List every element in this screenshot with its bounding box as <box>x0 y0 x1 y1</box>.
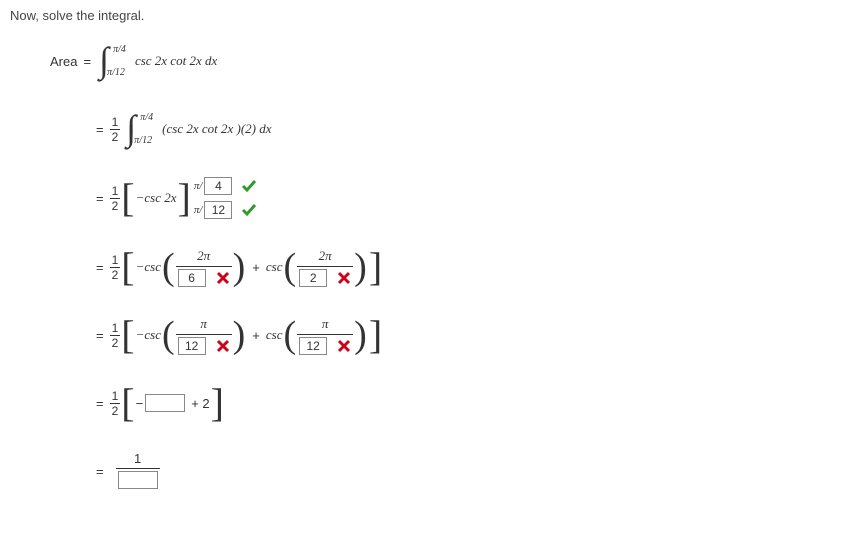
arg-frac-2: 2π 2 <box>297 248 353 287</box>
neg-csc: −csc <box>136 327 161 343</box>
right-paren-icon: ) <box>354 322 367 349</box>
plus: + <box>252 260 260 275</box>
right-paren-icon: ) <box>354 254 367 281</box>
pi-label: π/ <box>194 204 203 216</box>
cross-icon <box>214 337 232 355</box>
inner-expr: −csc 2x <box>136 190 177 206</box>
denominator-input[interactable]: 6 <box>178 269 206 287</box>
left-paren-icon: ( <box>162 254 175 281</box>
csc: csc <box>266 259 283 275</box>
equation-row-5: = 1 2 [ −csc ( π 12 ) + csc ( π <box>90 315 854 355</box>
arg-frac-1: 2π 6 <box>176 248 232 287</box>
frac-den: 2 <box>110 198 121 212</box>
equals: = <box>96 396 104 411</box>
cross-icon <box>214 269 232 287</box>
equation-row-7: = 1 <box>90 451 854 492</box>
right-paren-icon: ) <box>233 322 246 349</box>
left-bracket-icon: [ <box>121 251 134 283</box>
instruction-text: Now, solve the integral. <box>10 8 854 23</box>
frac-num: 2π <box>319 248 332 264</box>
frac-num: 1 <box>110 116 121 129</box>
int-upper: π/4 <box>140 112 153 123</box>
value-input[interactable] <box>145 394 185 412</box>
plus: + <box>252 328 260 343</box>
frac-num: 1 <box>110 322 121 335</box>
frac-num: 2π <box>197 248 210 264</box>
frac-den: 2 <box>110 129 121 143</box>
upper-limit-input[interactable]: 4 <box>204 177 232 195</box>
equation-row-6: = 1 2 [ − + 2 ] <box>90 383 854 423</box>
equation-row-2: = 1 2 π/4 ∫ π/12 (csc 2x cot 2x )(2) dx <box>90 109 854 149</box>
check-icon <box>240 201 258 219</box>
right-bracket-icon: ] <box>178 182 191 214</box>
equation-row-4: = 1 2 [ −csc ( 2π 6 ) + csc ( 2π <box>90 247 854 287</box>
equation-row-1: Area = π/4 ∫ π/12 csc 2x cot 2x dx <box>50 41 854 81</box>
left-bracket-icon: [ <box>121 319 134 351</box>
equals: = <box>83 54 91 69</box>
right-bracket-icon: ] <box>369 319 382 351</box>
int-upper: π/4 <box>113 44 126 55</box>
integrand-2: (csc 2x cot 2x )(2) dx <box>162 121 271 137</box>
denominator-input[interactable]: 12 <box>178 337 206 355</box>
int-lower: π/12 <box>107 67 125 78</box>
frac-den: 2 <box>110 335 121 349</box>
equals: = <box>96 328 104 343</box>
frac-num: 1 <box>110 254 121 267</box>
left-paren-icon: ( <box>284 322 297 349</box>
left-paren-icon: ( <box>162 322 175 349</box>
one-half: 1 2 <box>110 254 121 281</box>
one-half: 1 2 <box>110 322 121 349</box>
area-label: Area <box>50 54 77 69</box>
left-bracket-icon: [ <box>121 387 134 419</box>
one-half: 1 2 <box>110 390 121 417</box>
plus-two: + 2 <box>191 396 209 411</box>
final-denominator-input[interactable] <box>118 471 158 489</box>
evaluation-limits: π/ 4 π/ 12 <box>194 177 259 219</box>
pi-label: π/ <box>194 180 203 192</box>
equals: = <box>96 260 104 275</box>
one-half: 1 2 <box>110 185 121 212</box>
left-paren-icon: ( <box>284 254 297 281</box>
right-paren-icon: ) <box>233 254 246 281</box>
lower-limit-input[interactable]: 12 <box>204 201 232 219</box>
right-bracket-icon: ] <box>211 387 224 419</box>
frac-num: 1 <box>110 185 121 198</box>
integral-2: π/4 ∫ π/12 <box>124 116 142 141</box>
integral-1: π/4 ∫ π/12 <box>97 48 115 73</box>
right-bracket-icon: ] <box>369 251 382 283</box>
frac-num: π <box>322 316 329 332</box>
cross-icon <box>335 269 353 287</box>
denominator-input[interactable]: 2 <box>299 269 327 287</box>
csc: csc <box>266 327 283 343</box>
frac-den: 2 <box>110 267 121 281</box>
integrand-1: csc 2x cot 2x dx <box>135 53 217 69</box>
frac-num: 1 <box>134 451 141 466</box>
cross-icon <box>335 337 353 355</box>
left-bracket-icon: [ <box>121 182 134 214</box>
equals: = <box>96 191 104 206</box>
frac-den: 2 <box>110 403 121 417</box>
arg-frac-2: π 12 <box>297 316 353 355</box>
math-block: Area = π/4 ∫ π/12 csc 2x cot 2x dx = 1 2… <box>50 41 854 492</box>
equation-row-3: = 1 2 [ −csc 2x ] π/ 4 π/ 12 <box>90 177 854 219</box>
frac-num: 1 <box>110 390 121 403</box>
int-lower: π/12 <box>134 135 152 146</box>
check-icon <box>240 177 258 195</box>
equals: = <box>96 122 104 137</box>
one-half: 1 2 <box>110 116 121 143</box>
equals: = <box>96 464 104 479</box>
frac-num: π <box>200 316 207 332</box>
arg-frac-1: π 12 <box>176 316 232 355</box>
minus: − <box>136 396 144 411</box>
neg-csc: −csc <box>136 259 161 275</box>
final-answer-frac: 1 <box>116 451 160 492</box>
denominator-input[interactable]: 12 <box>299 337 327 355</box>
